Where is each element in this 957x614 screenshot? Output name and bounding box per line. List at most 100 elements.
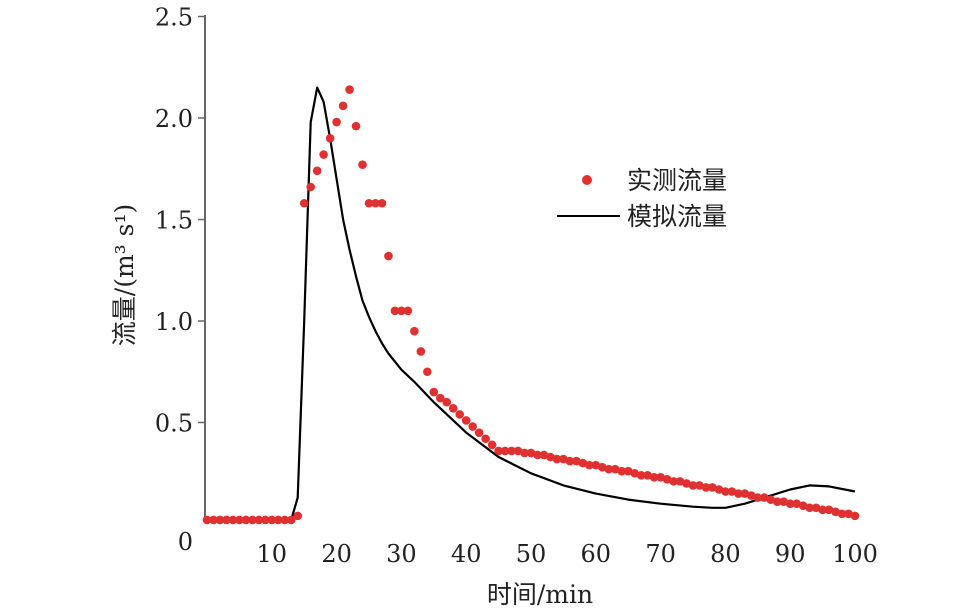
observed-point — [332, 117, 341, 127]
observed-point — [397, 306, 406, 316]
observed-point — [636, 470, 646, 480]
observed-point — [448, 403, 458, 413]
x-tick-label: 60 — [581, 540, 612, 568]
observed-point — [435, 393, 445, 403]
observed-series — [202, 85, 860, 525]
y-tick-label: 2.5 — [155, 4, 193, 32]
x-tick-label: 50 — [516, 540, 547, 568]
observed-point — [792, 499, 801, 509]
observed-point — [325, 134, 335, 143]
observed-point — [306, 182, 315, 192]
observed-point — [319, 150, 328, 159]
observed-point — [202, 515, 212, 525]
observed-point — [695, 481, 704, 490]
observed-point — [410, 326, 419, 336]
observed-point — [747, 491, 756, 500]
observed-point — [299, 198, 309, 208]
observed-point — [526, 448, 536, 458]
observed-point — [416, 347, 426, 356]
observed-point — [241, 515, 251, 525]
observed-point — [533, 450, 542, 460]
observed-point — [539, 450, 549, 460]
x-tick-label: 70 — [645, 540, 676, 568]
simulated-flow-line — [207, 86, 856, 522]
x-tick-label: 30 — [386, 540, 417, 568]
observed-point — [423, 367, 432, 377]
observed-point — [520, 448, 529, 458]
observed-point — [494, 446, 503, 456]
observed-point — [358, 160, 367, 169]
y-axis-ticks: 0 0.5 1.0 1.5 2.0 2.5 — [155, 4, 205, 556]
observed-point — [623, 466, 633, 476]
x-tick-label: 10 — [257, 540, 288, 568]
observed-point — [649, 473, 659, 482]
observed-point — [248, 515, 257, 525]
observed-point — [708, 483, 717, 492]
x-tick-label: 40 — [451, 540, 482, 568]
x-axis-label: 时间/min — [487, 580, 593, 609]
observed-point — [377, 198, 387, 208]
observed-point — [338, 101, 348, 111]
observed-point — [656, 473, 665, 482]
simulated-series — [207, 86, 856, 522]
observed-point — [727, 487, 737, 496]
observed-point — [850, 511, 860, 521]
observed-point — [572, 456, 581, 466]
observed-point — [759, 493, 769, 502]
observed-point — [714, 485, 724, 494]
observed-point — [222, 515, 231, 525]
observed-point — [824, 505, 834, 515]
observed-point — [818, 505, 827, 515]
observed-point — [669, 477, 678, 486]
legend-simulated-label: 模拟流量 — [627, 202, 727, 231]
observed-point — [753, 493, 763, 502]
observed-point — [442, 397, 452, 407]
y-tick-label: 2.0 — [155, 105, 193, 133]
observed-point — [273, 515, 283, 525]
observed-point — [546, 452, 555, 462]
observed-point — [254, 515, 264, 525]
observed-point — [805, 503, 814, 513]
observed-point — [209, 515, 218, 525]
x-tick-label: 100 — [832, 540, 878, 568]
x-tick-label: 90 — [775, 540, 806, 568]
observed-point — [844, 509, 853, 519]
observed-point — [228, 515, 238, 525]
observed-point — [293, 511, 303, 521]
observed-point — [721, 487, 730, 496]
observed-point — [559, 454, 568, 464]
observed-point — [267, 515, 277, 525]
y-tick-label: 1.5 — [155, 207, 193, 235]
observed-point — [688, 481, 698, 490]
observed-point — [591, 460, 601, 470]
observed-point — [643, 470, 652, 480]
y-tick-label: 0 — [178, 528, 193, 556]
observed-point — [675, 477, 685, 486]
observed-point — [384, 251, 393, 261]
observed-point — [286, 515, 296, 525]
observed-point — [235, 515, 244, 525]
observed-point — [487, 440, 497, 450]
observed-point — [779, 497, 789, 506]
observed-point — [280, 515, 290, 525]
observed-point — [630, 468, 639, 478]
observed-point — [403, 306, 413, 316]
observed-point — [831, 507, 840, 517]
observed-point — [734, 489, 743, 498]
x-tick-label: 20 — [321, 540, 352, 568]
observed-point — [351, 121, 361, 131]
legend-observed-marker — [582, 175, 592, 185]
y-axis-label: 流量/(m³ s¹) — [110, 204, 139, 346]
observed-point — [585, 460, 594, 470]
observed-point — [610, 464, 620, 474]
observed-point — [617, 466, 627, 476]
observed-point — [785, 499, 795, 509]
observed-point — [740, 489, 750, 498]
legend-observed-label: 实测流量 — [627, 166, 727, 195]
observed-point — [766, 495, 776, 504]
observed-point — [390, 306, 400, 316]
observed-point — [371, 198, 380, 208]
observed-point — [513, 446, 523, 456]
x-axis-ticks: 10 20 30 40 50 60 70 80 90 100 — [257, 540, 878, 568]
